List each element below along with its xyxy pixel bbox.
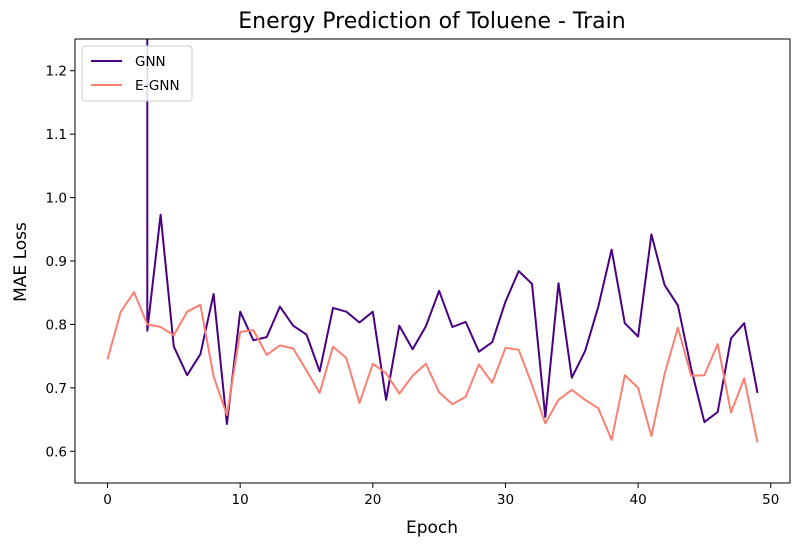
series-lines <box>106 39 759 443</box>
y-tick-label-2: 0.8 <box>46 317 67 333</box>
y-axis-label: MAE Loss <box>11 222 31 302</box>
y-tick-label-5: 1.1 <box>46 127 67 143</box>
x-axis-label: Epoch <box>406 518 458 538</box>
x-tick-label-4: 40 <box>630 492 647 508</box>
y-tick-label-3: 0.9 <box>46 254 67 270</box>
plot-frame <box>74 38 791 484</box>
axis-ticks: 0 10 20 30 40 50 0.6 0.7 0.8 0.9 1.0 1.1 1.2 <box>46 64 780 508</box>
series-line-e-gnn <box>106 291 759 443</box>
legend: GNN E-GNN <box>81 45 193 102</box>
y-tick-label-1: 0.7 <box>46 381 67 397</box>
x-tick-label-0: 0 <box>103 492 112 508</box>
legend-label-0: GNN <box>135 54 166 70</box>
y-tick-label-0: 0.6 <box>46 444 67 460</box>
series-line-gnn <box>146 39 759 425</box>
legend-label-1: E-GNN <box>135 78 180 94</box>
x-tick-label-1: 10 <box>232 492 249 508</box>
y-tick-label-4: 1.0 <box>46 191 67 207</box>
x-tick-label-2: 20 <box>364 492 381 508</box>
chart-title: Energy Prediction of Toluene - Train <box>238 9 625 34</box>
x-tick-label-3: 30 <box>497 492 514 508</box>
y-tick-label-6: 1.2 <box>46 64 67 80</box>
legend-box <box>81 45 193 102</box>
legend-items: GNN E-GNN <box>91 54 180 94</box>
x-tick-label-5: 50 <box>762 492 779 508</box>
